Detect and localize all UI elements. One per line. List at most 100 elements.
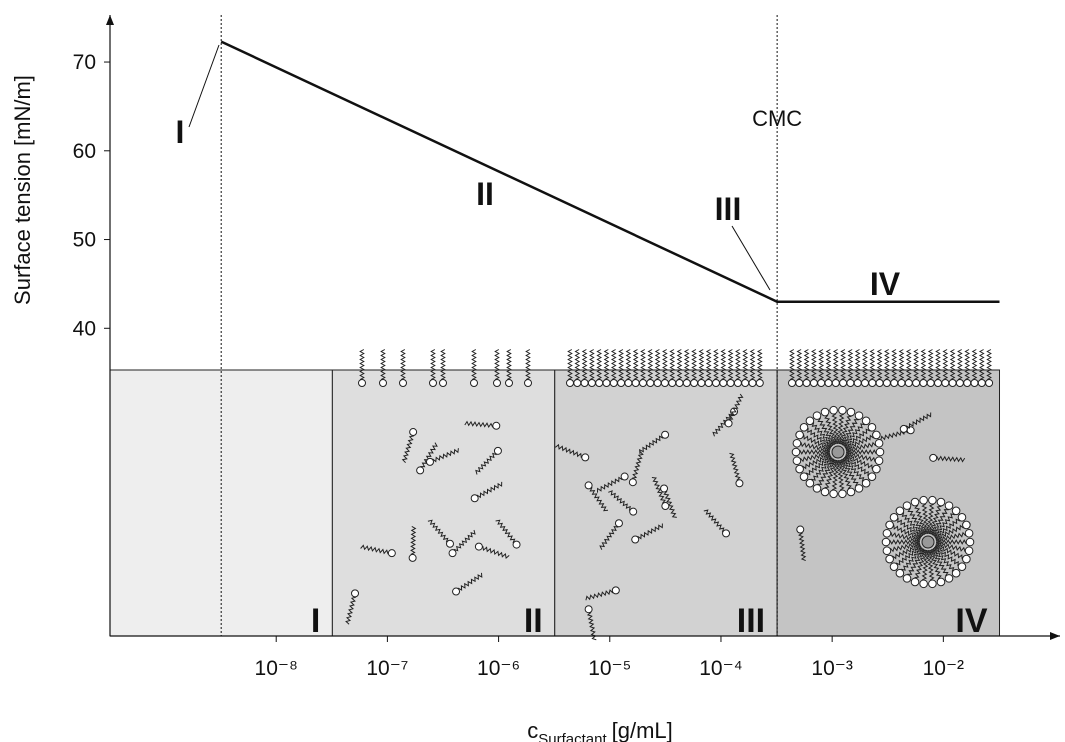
surfactant-tail	[453, 529, 476, 552]
surfactant-head	[697, 379, 706, 387]
surfactant-tail	[935, 543, 963, 560]
surfactant-head	[948, 379, 957, 387]
surfactant-head	[416, 466, 425, 475]
region	[776, 369, 1001, 637]
surfactant-tail	[360, 544, 389, 555]
surfactant-head	[792, 438, 802, 448]
surfactant-tail	[901, 512, 924, 538]
surfactant-tail	[811, 422, 834, 448]
x-tick-label: 10⁻³	[811, 657, 852, 680]
surfactant-tail	[589, 349, 595, 380]
surfactant-head	[904, 379, 913, 387]
surfactant-head	[624, 379, 633, 387]
surfactant-head	[614, 519, 623, 528]
surfactant-head	[470, 379, 478, 387]
surfactant-head	[906, 426, 915, 435]
surfactant-head	[492, 421, 501, 430]
surfactant-head	[872, 430, 881, 440]
surfactant-head	[795, 379, 804, 387]
surfactant-head	[875, 447, 885, 457]
surfactant-tail	[712, 413, 734, 437]
surfactant-tail	[825, 349, 832, 380]
surfactant-head	[724, 419, 733, 428]
surfactant-tail	[410, 525, 417, 555]
surfactant-tail	[905, 349, 912, 380]
surfactant-head	[882, 528, 892, 538]
surfactant-tail	[705, 349, 712, 380]
surfactant-head	[926, 379, 935, 387]
surfactant-head	[653, 379, 662, 387]
surfactant-head	[919, 495, 928, 505]
surfactant-head	[867, 472, 877, 481]
surfactant-head	[874, 438, 884, 448]
region	[331, 369, 556, 637]
annotation: II	[476, 176, 494, 212]
surfactant-tail	[640, 349, 646, 380]
surfactant-head	[970, 379, 979, 387]
annotation: I	[176, 114, 185, 150]
surfactant-tail	[986, 349, 992, 380]
surfactant-head	[629, 507, 638, 516]
surfactant-head	[934, 379, 942, 387]
surfactant-head	[882, 379, 891, 387]
surfactant-head	[722, 529, 731, 538]
x-label-subscript: Surfactant	[538, 731, 607, 742]
surfactant-head	[628, 478, 637, 487]
surfactant-tail	[800, 442, 831, 453]
surfactant-tail	[475, 452, 497, 475]
surfactant-head	[881, 537, 891, 547]
surfactant-tail	[838, 458, 852, 490]
surfactant-tail	[574, 349, 581, 380]
surfactant-head	[944, 574, 954, 583]
surfactant-tail	[840, 457, 859, 487]
surfactant-tail	[845, 449, 877, 455]
surfactant-head	[964, 546, 974, 556]
surfactant-tail	[597, 476, 623, 493]
surfactant-tail	[824, 459, 838, 489]
surfactant-tail	[581, 349, 588, 380]
surfactant-head	[824, 379, 833, 387]
surfactant-head	[512, 540, 521, 549]
surfactant-head	[646, 379, 655, 387]
surfactant-head	[470, 494, 479, 503]
surfactant-head	[409, 428, 418, 437]
surfactant-tail	[345, 596, 357, 625]
surfactant-tail	[832, 349, 839, 380]
surfactant-head	[602, 379, 611, 387]
surfactant-head	[854, 411, 864, 420]
surfactant-head	[963, 379, 972, 387]
surfactant-tail	[589, 487, 609, 512]
surfactant-tail	[880, 429, 909, 441]
surfactant-tail	[654, 349, 661, 380]
surfactant-head	[566, 379, 574, 387]
surfactant-tail	[631, 451, 644, 479]
surfactant-head	[474, 542, 483, 551]
surfactant-tail	[811, 349, 817, 380]
surfactant-tail	[525, 349, 531, 380]
surfactant-head	[902, 574, 912, 583]
surfactant-head	[799, 423, 809, 432]
y-axis-label: Surface tension [mN/m]	[10, 75, 35, 305]
surfactant-tail	[749, 349, 756, 380]
surfactant-head	[631, 535, 640, 544]
surfactant-tail	[676, 349, 683, 380]
surfactant-tail	[905, 412, 932, 429]
surfactant-head	[868, 379, 877, 387]
surfactant-head	[792, 456, 802, 466]
surfactant-tail	[727, 349, 734, 380]
surfactant-head	[425, 457, 434, 466]
surfactant-tail	[824, 414, 838, 446]
surfactant-tail	[495, 519, 516, 544]
surfactant-head	[872, 464, 881, 474]
surfactant-head	[611, 586, 620, 595]
surfactant-tail	[844, 455, 869, 476]
surfactant-tail	[817, 417, 836, 447]
x-label-symbol: c	[527, 718, 538, 742]
surfactant-head	[690, 379, 699, 387]
surfactant-head	[617, 379, 626, 387]
surfactant-head	[704, 379, 713, 387]
surfactant-head	[820, 487, 830, 497]
surfactant-head	[941, 379, 950, 387]
surfactant-head	[408, 553, 417, 562]
surfactant-head	[448, 549, 457, 558]
